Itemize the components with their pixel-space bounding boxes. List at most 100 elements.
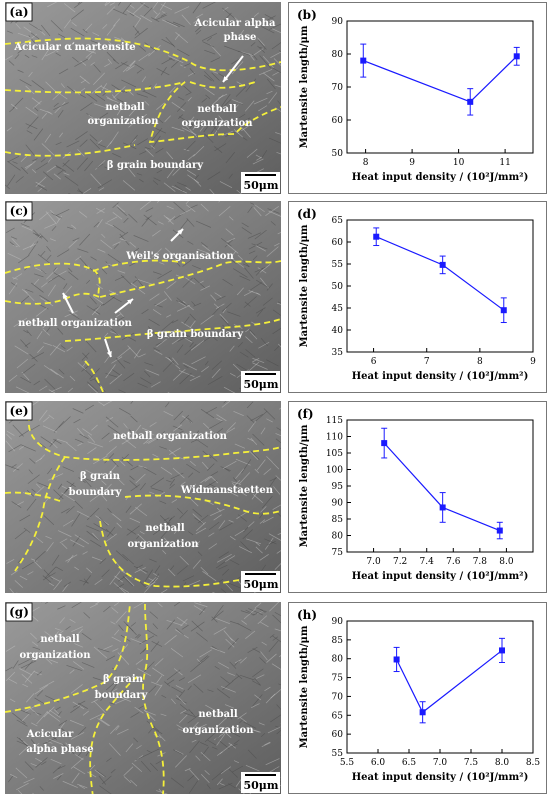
data-point (500, 307, 507, 314)
micrograph-panel: netball organization β grain boundary netbal… (5, 602, 281, 794)
phase-annotation: β grain boundary (147, 329, 244, 340)
x-tick-label: 7.6 (446, 557, 461, 567)
y-tick-label: 80 (332, 532, 344, 542)
x-tick-label: 7.0 (433, 758, 448, 768)
y-axis-label: Martensite length/μm (299, 424, 310, 547)
x-tick-label: 7.2 (393, 557, 407, 567)
panel-label-box (5, 602, 33, 622)
y-tick-label: 75 (332, 548, 344, 558)
phase-annotation: netball (197, 104, 237, 115)
x-tick-label: 5.5 (340, 758, 355, 768)
y-tick-label: 60 (332, 730, 344, 740)
chart-svg: 5.5 6.0 6.5 7.0 7.5 8.0 8.5 55 60 65 70 75 80 85 90 Hea… (297, 608, 541, 783)
phase-annotation: organization (20, 650, 92, 661)
chart-svg: 7.0 7.2 7.4 7.6 7.8 8.0 75 80 85 90 95 100 105 110 115… (297, 407, 534, 582)
x-tick-label: 7.4 (420, 557, 435, 567)
y-tick-label: 60 (332, 116, 344, 126)
x-tick-label: 10 (453, 158, 465, 168)
y-tick-label: 45 (332, 304, 344, 314)
x-tick-label: 7.0 (366, 557, 381, 567)
phase-annotation: netball (40, 634, 80, 645)
x-axis-label: Heat input density / (10²J/mm²) (352, 172, 529, 183)
micrograph-background (5, 201, 281, 393)
y-tick-label: 90 (332, 499, 344, 509)
phase-annotation: organization (88, 116, 160, 127)
data-point (393, 656, 400, 663)
grain-boundary-line (27, 414, 281, 461)
phase-annotation: Acicular (26, 729, 74, 740)
data-point (381, 440, 388, 447)
y-tick-label: 55 (332, 260, 344, 270)
x-axis-label: Heat input density / (10²J/mm²) (352, 371, 529, 382)
row-4: netball organization β grain boundary netbal… (0, 600, 550, 795)
microstructure-texture (5, 201, 281, 393)
annotation-arrow (62, 292, 74, 314)
data-point (360, 57, 367, 64)
y-tick-label: 65 (332, 711, 344, 721)
scale-bar-box (241, 172, 280, 193)
chart-panel-label: (d) (297, 207, 317, 221)
x-tick-label: 8.5 (526, 758, 541, 768)
micrograph-svg: Weil's organisation netball organization β… (5, 201, 281, 393)
y-tick-label: 50 (332, 282, 344, 292)
phase-annotation: netball organization (18, 318, 133, 329)
row-1: Acicular α′martensite Acicular alpha phase… (0, 0, 550, 195)
grain-boundary-line (5, 491, 61, 502)
y-tick-label: 105 (326, 449, 343, 459)
phase-annotation: Acicular α′martensite (13, 42, 135, 53)
annotation-arrow (114, 298, 134, 314)
phase-annotation: β grain (103, 674, 144, 685)
panel-label: (g) (9, 605, 29, 619)
x-tick-label: 8.0 (495, 758, 510, 768)
data-point (513, 53, 520, 60)
y-tick-label: 85 (332, 636, 344, 646)
row-3: netball organization β grain boundary Widma… (0, 399, 550, 594)
y-tick-label: 70 (332, 692, 344, 702)
annotation-arrow (222, 55, 244, 83)
y-tick-label: 80 (332, 655, 344, 665)
grain-boundary-line (5, 81, 281, 143)
x-tick-label: 6.0 (371, 758, 386, 768)
y-axis-label: Martensite length/μm (299, 25, 310, 148)
x-tick-label: 11 (499, 158, 510, 168)
grain-boundary-line (5, 37, 281, 72)
phase-annotation: organization (128, 539, 200, 550)
phase-annotation: netball (198, 709, 238, 720)
row-2: Weil's organisation netball organization β… (0, 199, 550, 394)
phase-annotation: phase (224, 32, 257, 43)
series-line (363, 55, 518, 103)
grain-boundary-line (84, 360, 105, 393)
x-tick-label: 9 (409, 158, 415, 168)
panel-label-box (5, 401, 33, 421)
phase-annotation: organization (182, 118, 254, 129)
phase-annotation: Widmanstaetten (180, 485, 274, 496)
scale-bar-box (241, 371, 280, 392)
chart-panel-label: (h) (297, 608, 317, 622)
y-tick-label: 85 (332, 515, 344, 525)
chart-panel: 7.0 7.2 7.4 7.6 7.8 8.0 75 80 85 90 95 100 105 110 115… (288, 401, 547, 593)
grain-boundary-line (5, 144, 136, 157)
microstructure-texture (5, 602, 281, 794)
micrograph-panel: netball organization β grain boundary Widma… (5, 401, 281, 593)
panel-label: (e) (10, 404, 29, 418)
series-line (396, 649, 503, 714)
scale-bar-label: 50μm (244, 578, 279, 591)
phase-annotation: organization (183, 725, 255, 736)
grain-boundary-line (124, 494, 281, 515)
y-tick-label: 95 (332, 482, 344, 492)
data-point (439, 261, 446, 268)
data-point (496, 527, 503, 534)
grain-boundary-line (89, 676, 138, 794)
grain-boundary-line (142, 603, 165, 794)
chart-panel: 8 9 10 11 50 60 70 80 90 Heat input density / (10… (288, 2, 547, 194)
y-tick-label: 75 (332, 674, 344, 684)
x-tick-label: 7.5 (464, 758, 479, 768)
panel-label: (a) (9, 5, 28, 19)
data-point (467, 98, 474, 105)
data-point (419, 709, 426, 716)
y-tick-label: 90 (332, 17, 344, 27)
micrograph-svg: netball organization β grain boundary netbal… (5, 602, 281, 794)
chart-panel: 5.5 6.0 6.5 7.0 7.5 8.0 8.5 55 60 65 70 75 80 85 90 Hea… (288, 602, 547, 794)
y-tick-label: 70 (332, 83, 344, 93)
x-tick-label: 9 (530, 357, 536, 367)
